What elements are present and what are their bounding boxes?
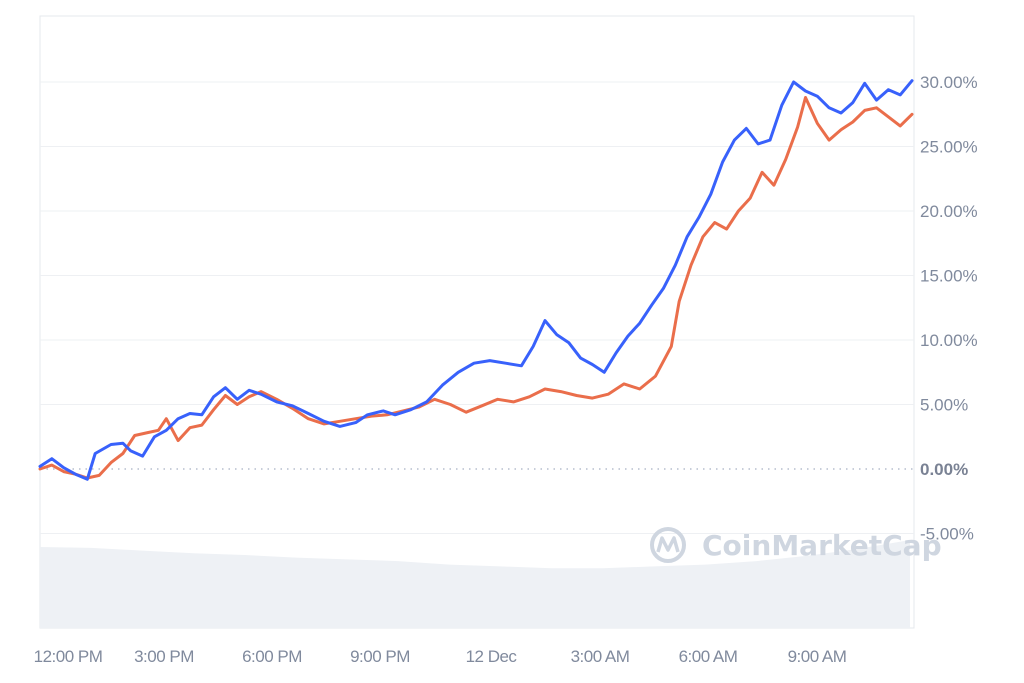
- y-tick-label: 20.00%: [920, 202, 978, 221]
- y-tick-label: 30.00%: [920, 73, 978, 92]
- orange-series-line: [38, 96, 914, 480]
- grid-lines: [40, 81, 914, 534]
- y-tick-label: 10.00%: [920, 331, 978, 350]
- x-axis: 12:00 PM 3:00 PM 6:00 PM 9:00 PM 12 Dec 3:00 …: [34, 647, 847, 666]
- volume-area: [40, 540, 910, 628]
- y-tick-label: 25.00%: [920, 138, 978, 157]
- x-tick-label: 3:00 PM: [134, 647, 194, 666]
- coinmarketcap-logo-icon: [650, 527, 686, 563]
- blue-series-line: [38, 79, 914, 481]
- volume-area-fill: [40, 540, 910, 628]
- watermark-text: CoinMarketCap: [702, 529, 942, 562]
- y-tick-label: 0.00%: [920, 460, 968, 479]
- y-axis: 30.00% 25.00% 20.00% 15.00% 10.00% 5.00% 0.00%…: [920, 73, 978, 544]
- x-tick-label: 6:00 PM: [242, 647, 302, 666]
- y-tick-label: 15.00%: [920, 267, 978, 286]
- x-tick-label: 6:00 AM: [679, 647, 738, 666]
- x-tick-label: 3:00 AM: [571, 647, 630, 666]
- x-tick-label: 12 Dec: [466, 647, 518, 666]
- series-lines: [38, 79, 914, 481]
- x-tick-label: 9:00 PM: [350, 647, 410, 666]
- y-tick-label: -5.00%: [920, 525, 974, 544]
- x-tick-label: 12:00 PM: [34, 647, 103, 666]
- coinmarketcap-watermark: CoinMarketCap: [650, 527, 942, 563]
- plot-frame: [39, 15, 915, 629]
- x-tick-label: 9:00 AM: [788, 647, 847, 666]
- y-tick-label: 5.00%: [920, 396, 968, 415]
